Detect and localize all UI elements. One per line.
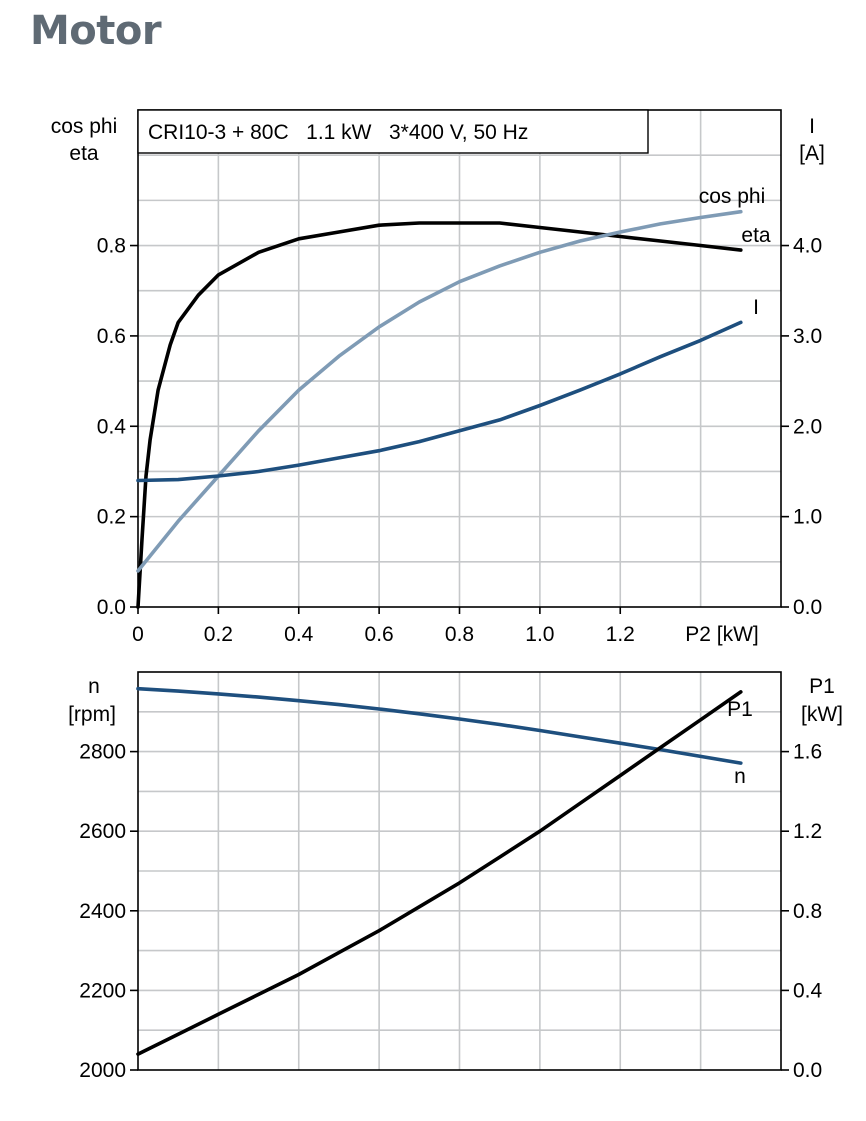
bottom-plot-frame [137,671,782,1071]
top-right-axis-label-1: I [809,115,815,138]
top-series [136,209,743,609]
series-line-n [136,686,743,765]
left-tick-label: 0.2 [97,506,126,529]
x-tick-label: 1.2 [606,623,635,646]
series-label-p1: P1 [727,698,753,721]
right-tick-label: 0.0 [793,1059,822,1082]
top-x-ticks: 0 0.2 0.4 0.6 0.8 1.0 1.2 [132,607,635,646]
top-chart-title: CRI10-3 + 80C 1.1 kW 3*400 V, 50 Hz [148,121,528,144]
top-right-ticks: 0.0 1.0 2.0 3.0 4.0 [781,235,822,619]
bottom-left-axis-label-1: n [88,675,100,698]
series-label-cos-phi: cos phi [699,185,766,208]
x-tick-label: 0.6 [365,623,394,646]
right-tick-label: 4.0 [793,235,822,258]
bottom-right-axis-label-1: P1 [809,675,835,698]
left-tick-label: 2200 [79,979,126,1002]
left-tick-label: 0.4 [97,415,127,438]
x-tick-label: 1.0 [525,623,554,646]
left-tick-label: 0.8 [97,235,126,258]
left-tick-label: 2400 [79,900,126,923]
right-tick-label: 1.2 [793,820,822,843]
right-tick-label: 1.0 [793,506,822,529]
right-tick-label: 0.8 [793,900,822,923]
right-tick-label: 0.4 [793,979,823,1002]
bottom-right-axis-label-2: [kW] [801,703,843,726]
left-tick-label: 2000 [79,1059,126,1082]
top-grid [138,110,781,607]
series-label-current: I [753,296,759,319]
x-tick-label: 0 [132,623,144,646]
top-left-axis-label-1: cos phi [51,115,118,138]
series-label-eta: eta [741,224,771,247]
page-title: Motor [30,8,162,54]
left-tick-label: 0.6 [97,325,126,348]
right-tick-label: 3.0 [793,325,822,348]
series-line-i [136,320,743,483]
series-label-n: n [734,765,746,788]
series-line-eta [136,221,743,609]
x-tick-label: 0.4 [284,623,314,646]
right-tick-label: 1.6 [793,741,822,764]
bottom-left-ticks: 2000 2200 2400 2600 2800 [79,741,138,1082]
series-line-cos-phi [136,209,743,573]
bottom-right-ticks: 0.0 0.4 0.8 1.2 1.6 [781,741,823,1082]
left-tick-label: 2800 [79,741,126,764]
x-tick-label: 0.8 [445,623,474,646]
bottom-left-axis-label-2: [rpm] [68,703,116,726]
bottom-grid [138,672,781,1070]
right-tick-label: 0.0 [793,596,822,619]
top-right-axis-label-2: [A] [799,142,825,165]
bottom-chart: n [rpm] P1 [kW] 2000 2200 2400 2600 2800 0.0… [68,671,843,1082]
left-tick-label: 2600 [79,820,126,843]
x-tick-label: 0.2 [204,623,233,646]
top-chart: CRI10-3 + 80C 1.1 kW 3*400 V, 50 Hz cos … [51,109,825,646]
series-line-p1 [136,690,743,1056]
left-tick-label: 0.0 [97,596,126,619]
top-x-axis-label: P2 [kW] [685,623,759,646]
top-left-ticks: 0.0 0.2 0.4 0.6 0.8 [97,235,138,619]
top-left-axis-label-2: eta [69,142,99,165]
bottom-series [136,686,743,1056]
top-title-box [137,109,649,154]
right-tick-label: 2.0 [793,415,822,438]
